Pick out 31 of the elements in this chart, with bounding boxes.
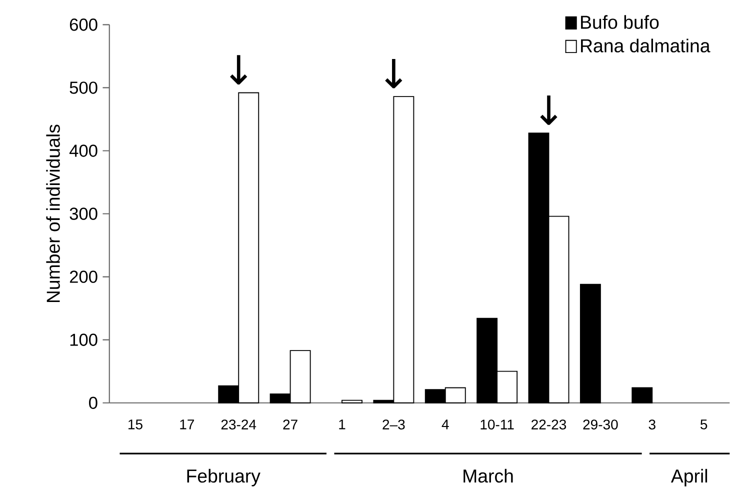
y-tick-label: 0 [89, 396, 98, 410]
text: March [464, 468, 513, 483]
x-tick-label: 2–3 [382, 420, 405, 430]
y-tick-label: 600 [70, 18, 98, 31]
x-tick-label: 1 [339, 420, 346, 430]
annotation: ↓ [540, 96, 558, 125]
annotation: ↓ [385, 58, 402, 88]
x-tick-label: 10-11 [480, 420, 514, 430]
y-tick-label: 300 [70, 208, 98, 220]
y-tick-label: 100 [70, 334, 98, 346]
x-tick-label: 17 [180, 420, 194, 430]
legend-label: Bufo bufo [581, 15, 659, 29]
legend-label: Rana dalmatina [581, 38, 710, 52]
x-tick-label: 15 [128, 420, 142, 430]
x-tick-label: 22-23 [532, 420, 566, 430]
bar [632, 387, 653, 404]
x-tick-label: 29-30 [583, 420, 618, 430]
x-tick-label: 27 [283, 420, 298, 430]
y-tick-label: 500 [70, 82, 98, 94]
text: February [187, 468, 260, 486]
y-tick-label: 200 [70, 270, 98, 283]
y-tick-label: 400 [69, 144, 98, 157]
y-axis-title: Number of individuals [46, 124, 60, 302]
text: April [670, 468, 708, 486]
x-tick-label: 4 [442, 420, 449, 430]
x-tick-label: 23-24 [221, 420, 256, 430]
x-tick-label: 3 [648, 420, 656, 430]
x-tick-label: 5 [700, 420, 708, 430]
bar [580, 284, 601, 404]
bar [342, 400, 362, 404]
annotation: ↓ [230, 55, 248, 85]
